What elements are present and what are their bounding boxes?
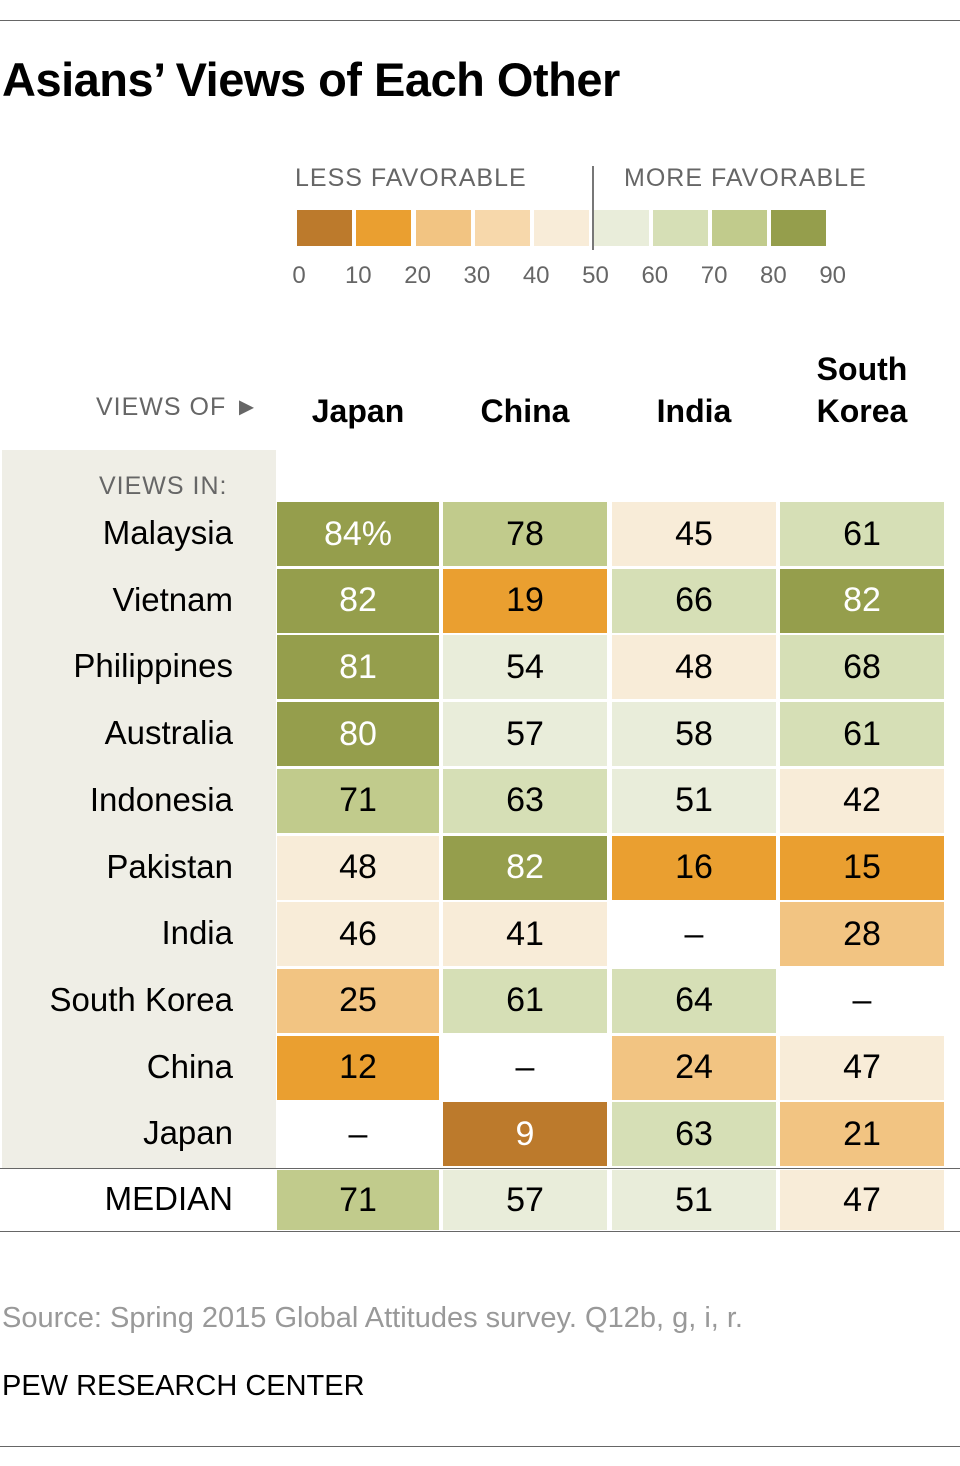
legend-swatch [652, 210, 708, 246]
median-top-rule [0, 1168, 960, 1169]
heatmap-cell: 84% [277, 502, 439, 566]
chart-title: Asians’ Views of Each Other [2, 53, 620, 106]
heatmap-cell: 28 [780, 902, 944, 967]
column-header: South Korea [816, 351, 908, 429]
heatmap-cell: 68 [780, 635, 944, 700]
row-label: Malaysia [102, 514, 233, 551]
row-label: South Korea [49, 980, 233, 1018]
legend-divider [592, 166, 594, 250]
legend-tick: 50 [582, 262, 609, 289]
legend-swatch [297, 210, 352, 246]
heatmap-cell: 61 [780, 502, 944, 566]
legend-tick: 0 [292, 262, 306, 289]
legend-swatch [474, 210, 530, 246]
heatmap-cell: 57 [443, 702, 607, 767]
legend-swatch [593, 210, 649, 246]
views-of-label: VIEWS OF ► [96, 393, 260, 421]
top-rule [0, 20, 960, 21]
heatmap-cell: 82 [780, 568, 944, 633]
heatmap-cell: – [780, 968, 944, 1033]
legend-less-label: LESS FAVORABLE [295, 164, 527, 192]
column-header: India [656, 393, 732, 429]
row-label: Philippines [73, 647, 233, 685]
row-label: Vietnam [112, 580, 233, 618]
heatmap-cell: 71 [277, 1170, 439, 1230]
legend-tick: 40 [522, 262, 550, 289]
row-label: Indonesia [89, 780, 233, 818]
heatmap-cell: 71 [277, 768, 439, 833]
heatmap-cell: 47 [780, 1035, 944, 1100]
heatmap-cell: 48 [612, 635, 776, 700]
row-label-panel [2, 450, 276, 1168]
legend-swatch [771, 210, 827, 246]
heatmap-cell: 15 [780, 835, 944, 900]
row-label: Pakistan [106, 847, 233, 885]
heatmap-cell: – [443, 1035, 607, 1100]
heatmap-cell: 64 [612, 968, 776, 1033]
heatmap-cell: 51 [612, 1170, 776, 1230]
row-label: Japan [143, 1114, 233, 1152]
legend-more-label: MORE FAVORABLE [624, 164, 867, 192]
heatmap-cell: 9 [443, 1102, 607, 1167]
heatmap-cell: 48 [277, 835, 439, 900]
legend-swatch [356, 210, 412, 246]
heatmap-cell: 45 [612, 502, 776, 566]
heatmap-cell: 47 [780, 1170, 944, 1230]
legend-tick: 30 [463, 262, 491, 289]
heatmap-cell: – [277, 1102, 439, 1167]
heatmap-cell: 63 [612, 1102, 776, 1167]
legend-tick: 10 [344, 262, 372, 289]
row-label: India [161, 914, 233, 952]
heatmap-cell: 12 [277, 1035, 439, 1100]
column-header: Japan [311, 393, 405, 429]
heatmap-cell: 16 [612, 835, 776, 900]
heatmap-cell: 61 [443, 968, 607, 1033]
views-in-label: VIEWS IN: [99, 472, 228, 500]
heatmap-cell: 54 [443, 635, 607, 700]
row-label: Australia [104, 714, 233, 752]
heatmap-cell: 80 [277, 702, 439, 767]
heatmap-cell: – [612, 902, 776, 967]
heatmap-cell: 41 [443, 902, 607, 967]
heatmap-cell: 61 [780, 702, 944, 767]
median-bottom-rule [0, 1231, 960, 1232]
heatmap-cell: 63 [443, 768, 607, 833]
legend-swatch [712, 210, 768, 246]
heatmap-cell: 19 [443, 568, 607, 633]
heatmap-cell: 82 [443, 835, 607, 900]
heatmap-cell: 51 [612, 768, 776, 833]
column-header: China [480, 393, 570, 429]
heatmap-cell: 57 [443, 1170, 607, 1230]
bottom-rule [0, 1446, 960, 1447]
source-note: Source: Spring 2015 Global Attitudes sur… [2, 1302, 743, 1334]
heatmap-cell: 58 [612, 702, 776, 767]
heatmap-cell: 21 [780, 1102, 944, 1167]
heatmap-cell: 24 [612, 1035, 776, 1100]
heatmap-cell: 78 [443, 502, 607, 566]
heatmap-cell: 66 [612, 568, 776, 633]
heatmap-cell: 46 [277, 902, 439, 967]
legend-swatch [415, 210, 471, 246]
legend-tick: 20 [404, 262, 431, 289]
row-label: China [146, 1047, 233, 1085]
heatmap-cell: 25 [277, 968, 439, 1033]
brand: PEW RESEARCH CENTER [2, 1370, 365, 1402]
legend-swatch [534, 210, 590, 246]
legend-tick: 80 [760, 262, 787, 289]
legend-tick: 70 [700, 262, 728, 289]
heatmap-cell: 82 [277, 568, 439, 633]
median-label: MEDIAN [104, 1180, 233, 1217]
heatmap-cell: 81 [277, 635, 439, 700]
heatmap-cell: 42 [780, 768, 944, 833]
legend-tick: 90 [819, 262, 847, 289]
legend-tick: 60 [641, 262, 669, 289]
